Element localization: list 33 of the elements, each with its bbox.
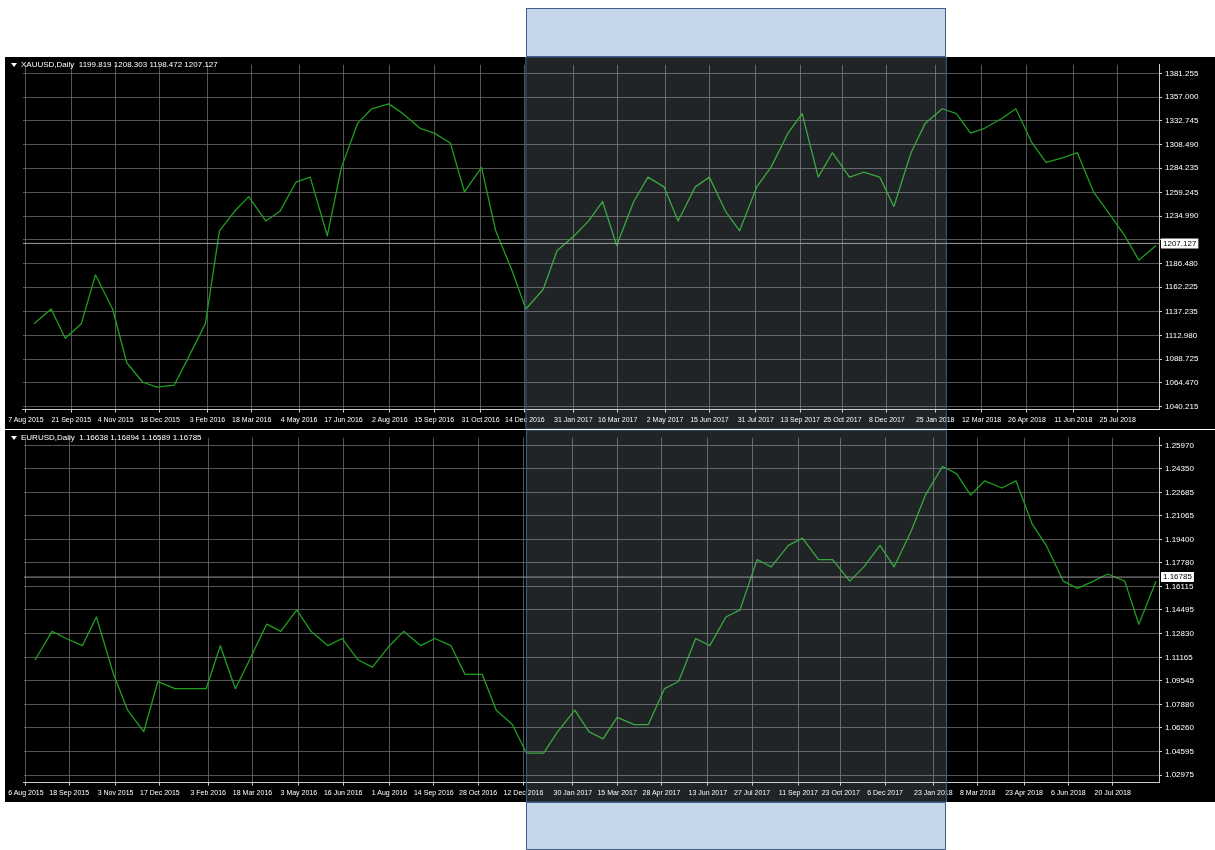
y-tick-label: 1357.000 [1165, 92, 1199, 102]
y-tick-label: 1137.235 [1165, 306, 1199, 316]
ref-line-label: 1207.127 [1163, 238, 1197, 248]
y-tick-label: 1040.215 [1165, 401, 1199, 411]
y-tick-label: 1.25970 [1165, 440, 1195, 450]
y-tick-label: 1259.245 [1165, 187, 1199, 197]
ref-line-label: 1.16785 [1163, 572, 1193, 582]
y-tick-label: 1.06260 [1165, 723, 1195, 733]
chart-title: XAUUSD,Daily 1199.819 1208.303 1198.472 1207.127 [21, 60, 218, 69]
y-tick-label: 1.02975 [1165, 770, 1195, 780]
y-tick-label: 1088.725 [1165, 354, 1199, 364]
y-tick-label: 1.14495 [1165, 605, 1195, 615]
y-tick-label: 1284.235 [1165, 163, 1199, 173]
y-tick-label: 1.21065 [1165, 510, 1195, 520]
y-tick-label: 1.22685 [1165, 487, 1195, 497]
chart-title: EURUSD,Daily 1.16638 1.16894 1.16589 1.16785 [21, 433, 202, 442]
y-tick-label: 1381.255 [1165, 68, 1199, 78]
y-tick-label: 1332.745 [1165, 115, 1199, 125]
y-tick-label: 1.12830 [1165, 628, 1195, 638]
y-tick-label: 1162.225 [1165, 282, 1199, 292]
y-tick-label: 1.16115 [1165, 581, 1194, 591]
y-tick-label: 1.09545 [1165, 676, 1195, 686]
y-tick-label: 1234.990 [1165, 211, 1199, 221]
y-tick-label: 1.07880 [1165, 699, 1195, 709]
y-tick-label: 1064.470 [1165, 377, 1199, 387]
y-tick-label: 1.17780 [1165, 558, 1195, 568]
y-tick-label: 1.04595 [1165, 747, 1195, 757]
y-tick-label: 1308.490 [1165, 139, 1199, 149]
y-tick-label: 1186.480 [1165, 258, 1199, 268]
y-tick-label: 1.11165 [1165, 652, 1194, 662]
y-tick-label: 1.24350 [1165, 463, 1195, 473]
y-tick-label: 1.19400 [1165, 534, 1195, 544]
y-tick-label: 1112.980 [1165, 330, 1198, 340]
